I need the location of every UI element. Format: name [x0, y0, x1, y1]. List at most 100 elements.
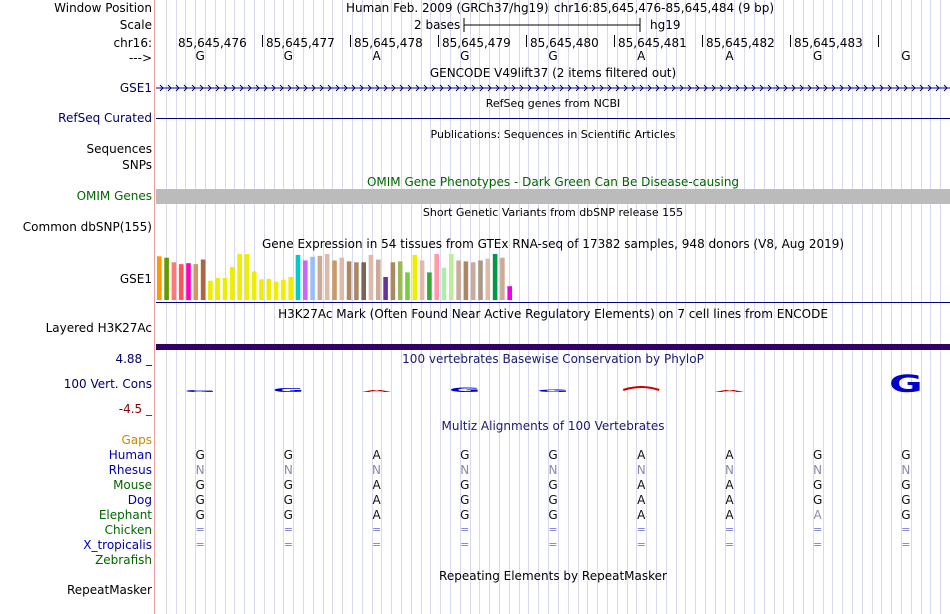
gtex-tissue-bar[interactable] [200, 259, 206, 300]
h3k27ac-signal-bar[interactable] [156, 344, 950, 350]
strand-chevron [575, 84, 580, 92]
gtex-tissue-bar[interactable] [251, 271, 257, 300]
gtex-tissue-bar[interactable] [157, 256, 162, 300]
gtex-tissue-bar[interactable] [434, 254, 439, 300]
strand-chevron [503, 84, 508, 92]
gtex-tissue-bar[interactable] [368, 254, 374, 300]
omim-track-label[interactable]: OMIM Genes [76, 189, 152, 203]
gtex-tissue-bar[interactable] [222, 277, 228, 300]
strand-chevron [847, 84, 852, 92]
gtex-tissue-bar[interactable] [492, 254, 498, 300]
reference-base: A [637, 49, 646, 63]
gtex-tissue-bar[interactable] [354, 262, 359, 300]
gtex-tissue-bar[interactable] [237, 254, 242, 300]
repeatmasker-track-label[interactable]: RepeatMasker [66, 583, 152, 597]
gtex-tissue-bar[interactable] [178, 264, 184, 300]
gtex-track-title: Gene Expression in 54 tissues from GTEx … [261, 237, 845, 251]
gtex-tissue-bar[interactable] [288, 277, 293, 300]
multiz-alignment-base: G [901, 493, 911, 507]
multiz-species-label[interactable]: Zebrafish [95, 553, 152, 567]
gencode-gene-feature[interactable] [156, 80, 950, 96]
gencode-track-label[interactable]: GSE1 [119, 81, 152, 95]
gtex-tissue-bar[interactable] [244, 254, 250, 300]
strand-chevron [583, 84, 588, 92]
strand-chevron [911, 84, 916, 92]
gtex-tissue-bar[interactable] [266, 278, 272, 300]
ruler-position-label: 85,645,480 [530, 36, 599, 50]
strand-chevron [527, 84, 532, 92]
gtex-tissue-bar[interactable] [230, 266, 235, 300]
gtex-tissue-bar[interactable] [449, 254, 454, 300]
gtex-tissue-bar[interactable] [295, 254, 301, 300]
gtex-tissue-bar[interactable] [186, 263, 191, 300]
gtex-tissue-bar[interactable] [215, 277, 220, 300]
gtex-tissue-bar[interactable] [324, 254, 330, 300]
gtex-tissue-bar[interactable] [310, 256, 315, 300]
gtex-tissue-bar[interactable] [507, 286, 512, 300]
h3k27ac-track-label[interactable]: Layered H3K27Ac [45, 321, 152, 335]
gtex-tissue-bar[interactable] [441, 267, 447, 300]
gtex-tissue-bar[interactable] [376, 259, 381, 300]
gtex-tissue-bar[interactable] [397, 261, 403, 300]
dbsnp-track-label[interactable]: Common dbSNP(155) [22, 220, 152, 234]
conservation-track-title: 100 vertebrates Basewise Conservation by… [402, 352, 704, 366]
multiz-species-label[interactable]: Chicken [104, 523, 152, 537]
multiz-alignment-base: G [283, 448, 293, 462]
gtex-tissue-bar[interactable] [317, 255, 323, 300]
gtex-tissue-bar[interactable] [208, 280, 213, 300]
gtex-tissue-bar[interactable] [456, 260, 461, 300]
gtex-tissue-bar[interactable] [171, 262, 177, 300]
gtex-tissue-bar[interactable] [303, 260, 308, 300]
gtex-tissue-bar[interactable] [427, 272, 432, 300]
multiz-gaps-label[interactable]: Gaps [121, 433, 152, 447]
multiz-species-label[interactable]: Mouse [113, 478, 152, 492]
refseq-gene-feature[interactable] [156, 118, 950, 119]
multiz-alignment-base: G [901, 478, 911, 492]
gtex-tissue-bar[interactable] [470, 262, 476, 300]
gtex-tissue-bar[interactable] [485, 258, 491, 300]
multiz-species-label[interactable]: Dog [127, 493, 152, 507]
publications-label-line2[interactable]: SNPs [122, 158, 152, 172]
repeatmasker-track-title: Repeating Elements by RepeatMasker [439, 569, 667, 583]
gtex-tissue-bar[interactable] [463, 261, 469, 300]
publications-label-line1[interactable]: Sequences [86, 142, 152, 156]
gtex-tissue-bar[interactable] [361, 262, 366, 300]
gtex-tissue-bar[interactable] [405, 272, 410, 300]
multiz-species-label[interactable]: Rhesus [108, 463, 152, 477]
gtex-tissue-bar[interactable] [273, 281, 279, 300]
gtex-tissue-bar[interactable] [419, 260, 425, 300]
strand-chevron [399, 84, 404, 92]
strand-chevron [775, 84, 780, 92]
gtex-tissue-bar[interactable] [412, 254, 418, 300]
multiz-species-label[interactable]: Elephant [98, 508, 152, 522]
gtex-tissue-bar[interactable] [193, 264, 199, 300]
gtex-tissue-bar[interactable] [259, 279, 264, 300]
gtex-tissue-bar[interactable] [390, 262, 396, 300]
gtex-tissue-bar[interactable] [478, 260, 483, 300]
conservation-track-label[interactable]: 100 Vert. Cons [63, 377, 152, 391]
strand-chevron [167, 84, 172, 92]
strand-chevron [543, 84, 548, 92]
strand-chevron [671, 84, 676, 92]
gtex-tissue-bar[interactable] [500, 257, 505, 300]
strand-chevron [343, 84, 348, 92]
multiz-alignment-base: N [195, 463, 205, 477]
gtex-tissue-bar[interactable] [383, 277, 388, 300]
strand-chevron [471, 84, 476, 92]
multiz-alignment-base: A [725, 508, 734, 522]
refseq-track-label[interactable]: RefSeq Curated [58, 111, 152, 125]
gtex-tissue-bar[interactable] [281, 279, 286, 300]
conservation-logo-letter: G [889, 370, 923, 394]
multiz-species-label[interactable]: X_tropicalis [83, 538, 152, 552]
gtex-expression-chart[interactable] [156, 253, 536, 301]
gtex-tissue-bar[interactable] [332, 260, 337, 300]
gtex-tissue-bar[interactable] [164, 257, 169, 300]
gtex-tissue-bar[interactable] [339, 257, 345, 300]
gtex-track-label[interactable]: GSE1 [119, 272, 152, 286]
strand-chevron [247, 84, 252, 92]
omim-phenotype-bar[interactable] [156, 189, 950, 204]
multiz-alignment-base: G [195, 508, 205, 522]
gtex-tissue-bar[interactable] [346, 261, 352, 300]
multiz-species-label[interactable]: Human [108, 448, 152, 462]
